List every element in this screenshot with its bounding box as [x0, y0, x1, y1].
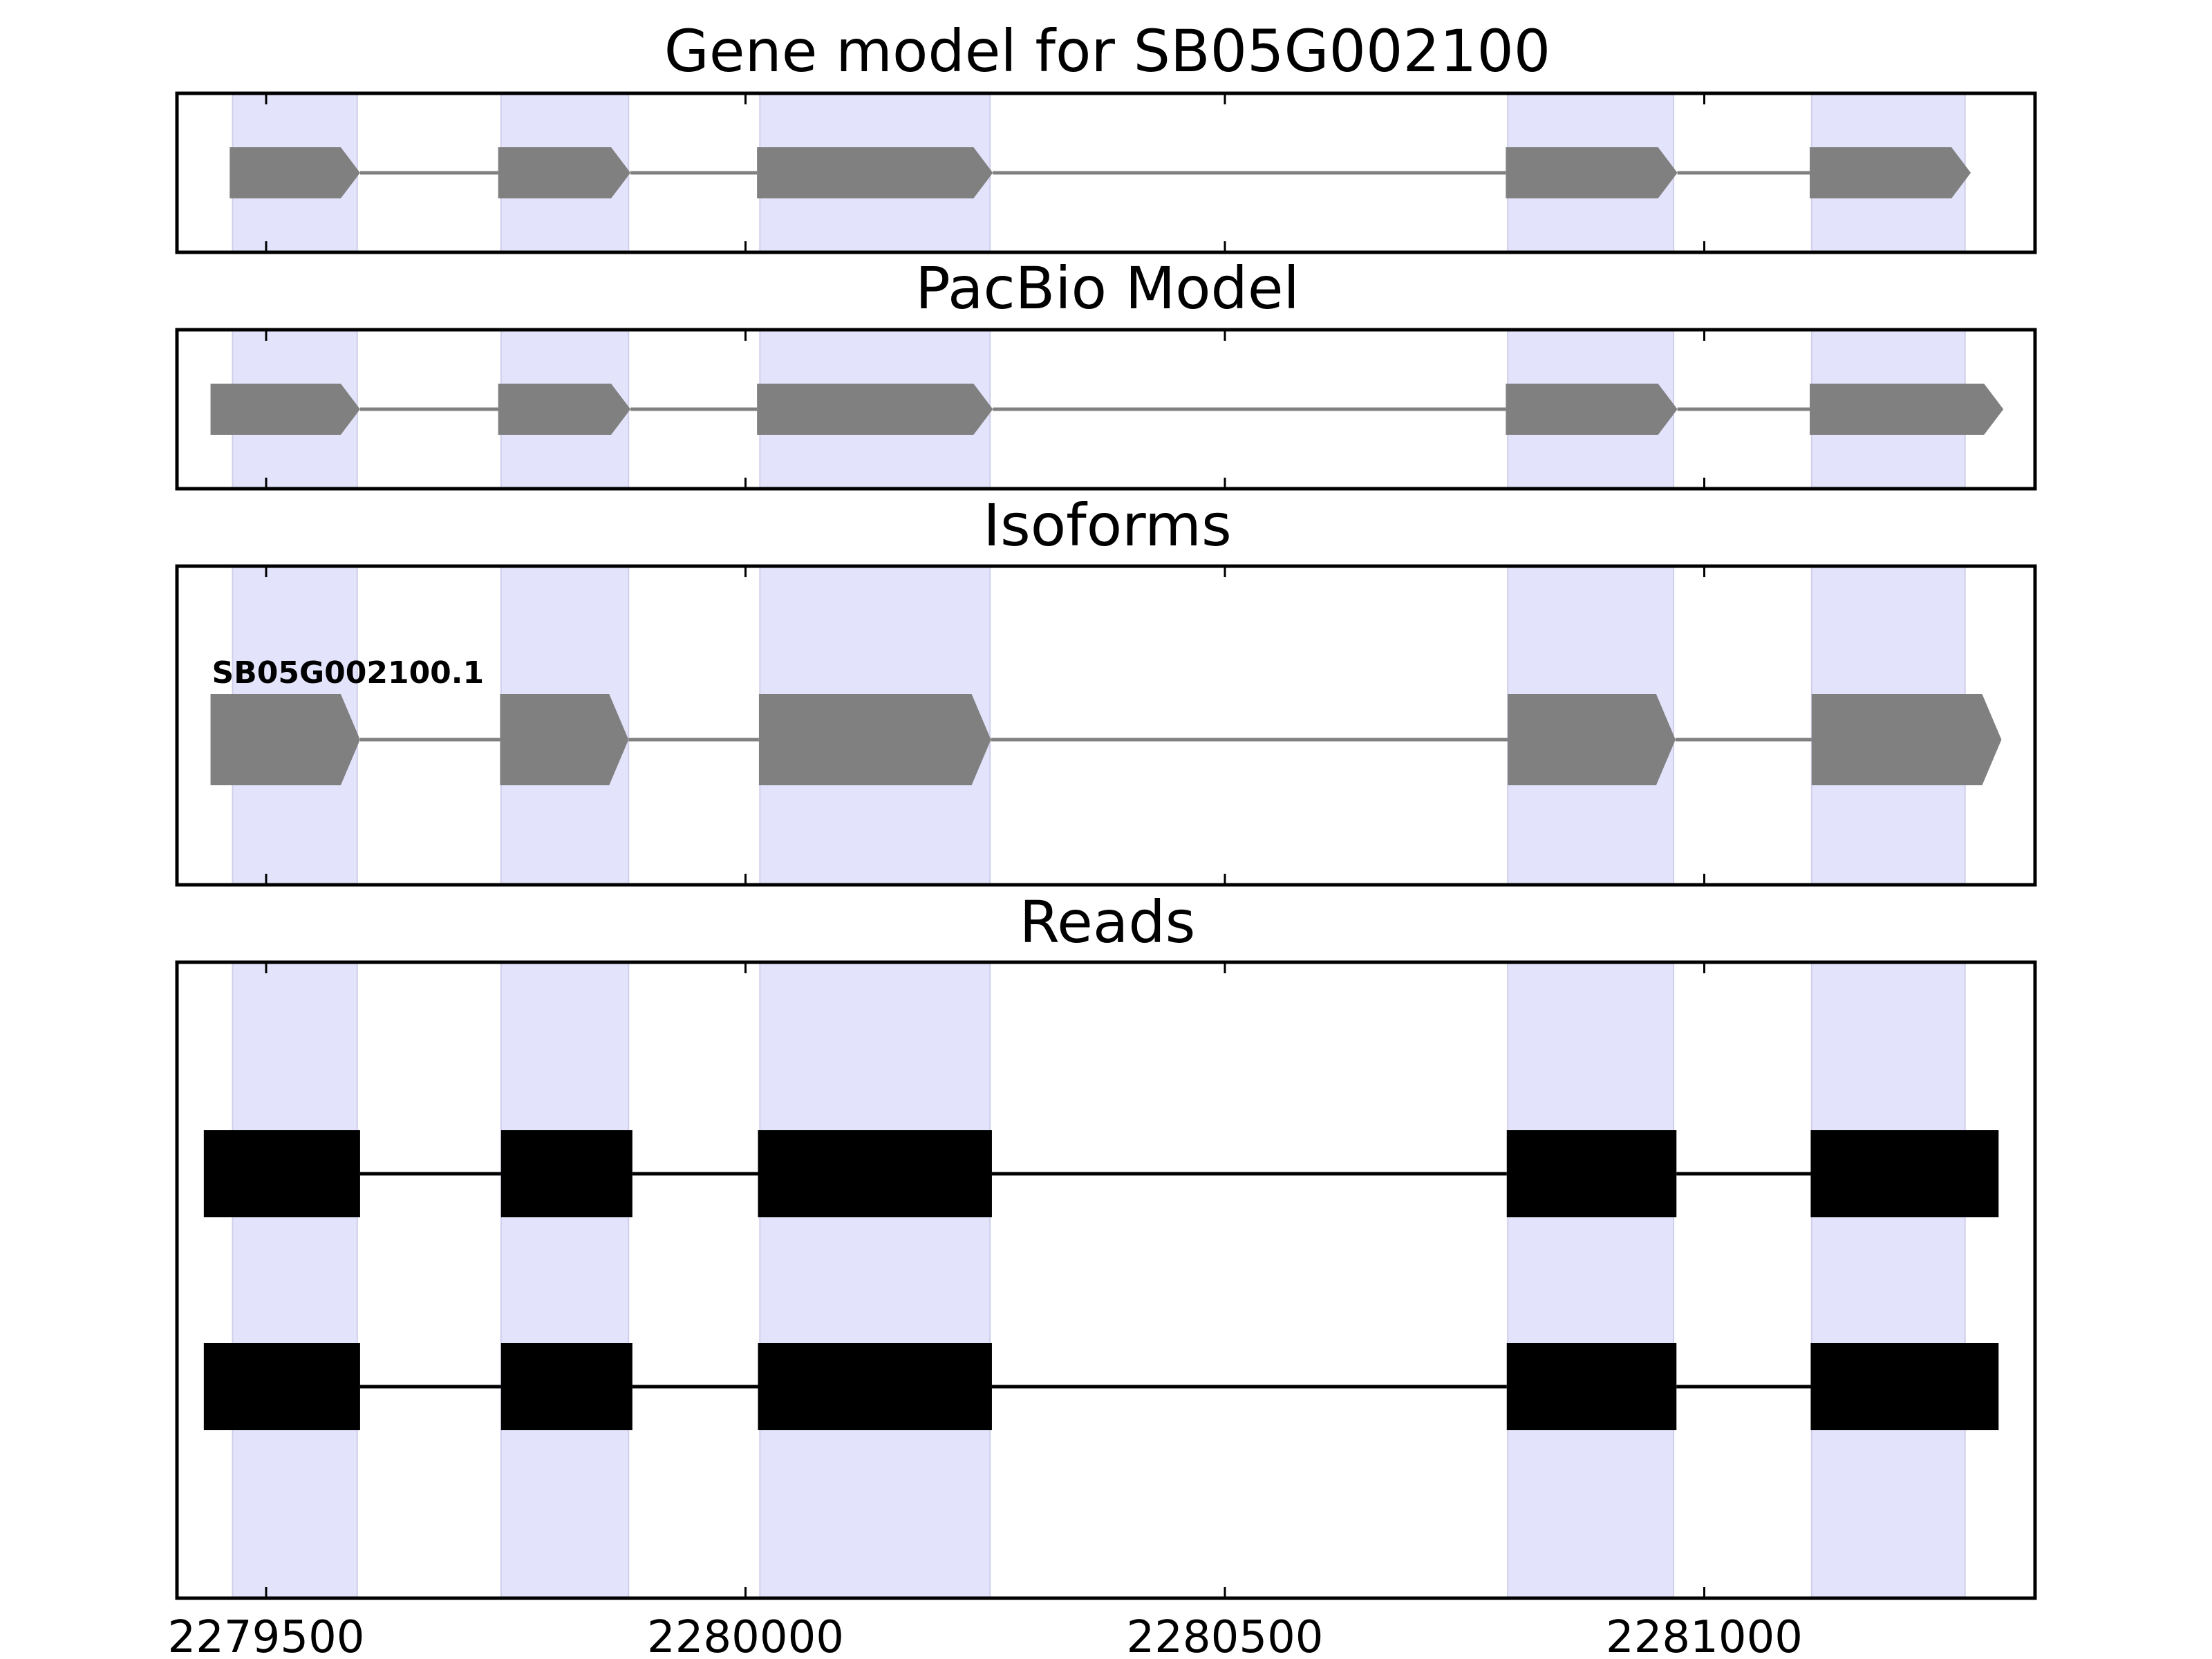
panel-frame [175, 960, 2037, 1600]
panel-frame [175, 328, 2037, 491]
read-exon-block-2-3 [758, 1343, 992, 1430]
exon-arrow-3 [757, 147, 993, 198]
exon-band-4 [1507, 962, 1675, 1599]
exon-arrow-5 [1810, 384, 2004, 435]
read-exon-block-1-1 [203, 1130, 360, 1217]
panel-frame [175, 91, 2037, 254]
read-exon-block-2-5 [1810, 1343, 1999, 1430]
panel-pacbio-model: PacBio Model [175, 254, 2037, 491]
exon-band-2 [500, 962, 630, 1599]
panel-title-pacbio-model: PacBio Model [915, 254, 1300, 322]
exon-arrow-5 [1811, 694, 2002, 785]
isoforms-plot: SB05G002100.1 [175, 564, 2037, 887]
pacbio-model-plot [175, 328, 2037, 491]
exon-arrow-4 [1508, 694, 1676, 785]
exon-arrow-2 [498, 147, 631, 198]
read-exon-block-1-3 [758, 1130, 992, 1217]
read-exon-block-2-4 [1506, 1343, 1677, 1430]
panel-title-reads: Reads [1020, 888, 1196, 956]
exon-arrow-2 [498, 384, 631, 435]
exon-arrow-1 [210, 694, 360, 785]
reads-plot [175, 960, 2037, 1600]
panel-gene-model: Gene model for SB05G002100 [175, 17, 2037, 254]
read-exon-block-1-2 [500, 1130, 632, 1217]
panel-title-gene-model: Gene model for SB05G002100 [664, 17, 1550, 85]
exon-band-1 [232, 962, 358, 1599]
read-exon-block-2-2 [500, 1343, 632, 1430]
x-tick-label: 2281000 [1606, 1612, 1803, 1659]
read-exon-block-1-5 [1810, 1130, 1999, 1217]
read-exon-block-1-4 [1506, 1130, 1677, 1217]
x-tick-label: 2280000 [647, 1612, 844, 1659]
exon-arrow-1 [210, 384, 360, 435]
exon-arrow-2 [500, 694, 629, 785]
exon-band-3 [759, 962, 991, 1599]
panel-isoforms: Isoforms SB05G002100.1 [175, 491, 2037, 887]
exon-arrow-3 [758, 694, 991, 785]
panel-reads: Reads [175, 888, 2037, 1600]
exon-arrow-1 [229, 147, 360, 198]
panel-frame [175, 564, 2037, 887]
x-axis: 2279500 2280000 2280500 2281000 [167, 1612, 1803, 1659]
exon-arrow-5 [1810, 147, 1971, 198]
exon-band-5 [1810, 962, 1966, 1599]
exon-arrow-3 [757, 384, 993, 435]
exon-arrow-4 [1506, 384, 1678, 435]
gene-model-plot [175, 91, 2037, 254]
panel-title-isoforms: Isoforms [983, 491, 1232, 559]
x-tick-label: 2279500 [167, 1612, 364, 1659]
exon-arrow-4 [1506, 147, 1678, 198]
read-exon-block-2-1 [203, 1343, 360, 1430]
x-tick-label: 2280500 [1126, 1612, 1323, 1659]
isoform-label: SB05G002100.1 [212, 655, 485, 691]
